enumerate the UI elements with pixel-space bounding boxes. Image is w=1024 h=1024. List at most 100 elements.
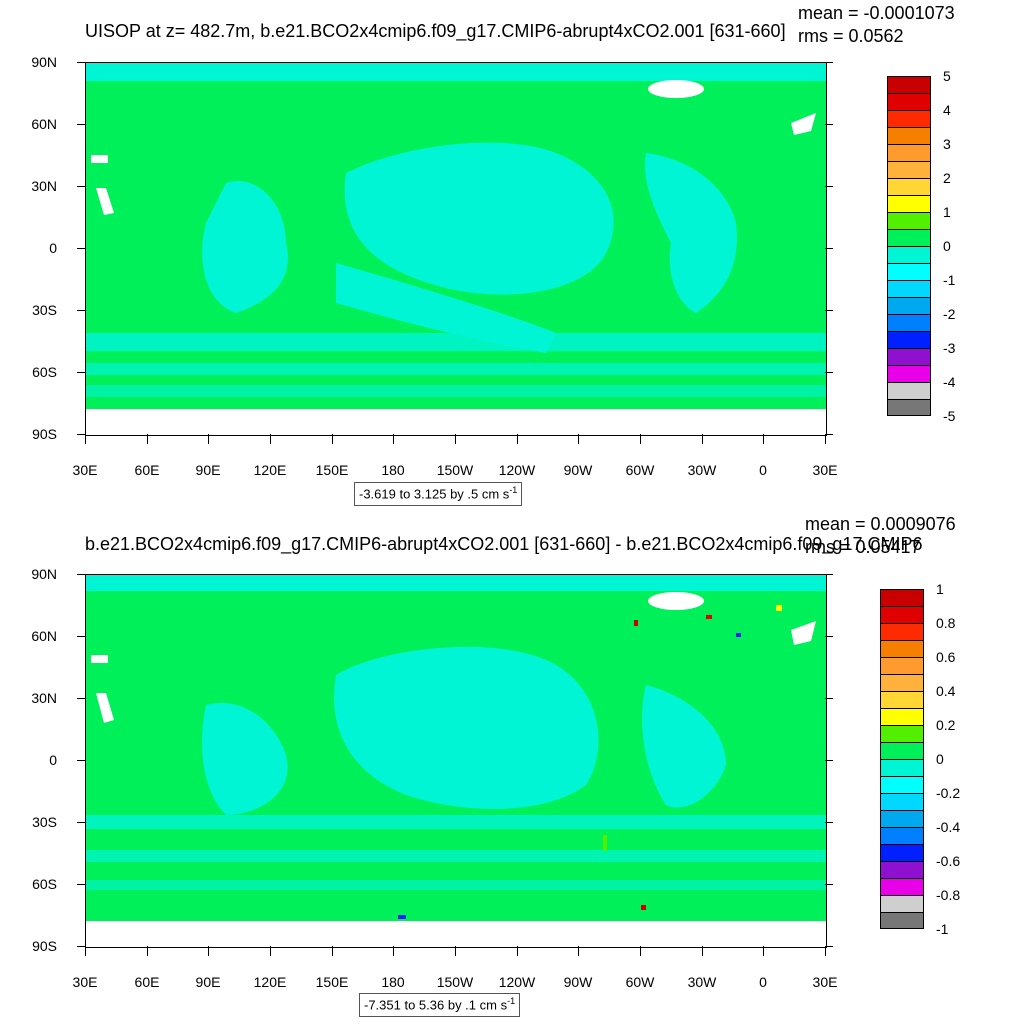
lon-tick [763, 946, 765, 956]
greenland-mask [648, 592, 704, 610]
top-panel: UISOP at z= 482.7m, b.e21.BCO2x4cmip6.f0… [31, 4, 956, 506]
colorbar-segment [880, 674, 924, 691]
colorbar-segment [887, 127, 931, 144]
map-plot [85, 574, 827, 948]
colorbar-segment [880, 895, 924, 912]
lon-label: 180 [381, 974, 405, 990]
colorbar-label: 1 [936, 581, 944, 597]
lat-tick [825, 698, 833, 699]
colorbar-segment [880, 742, 924, 759]
mask-red-sea [96, 188, 114, 215]
lon-tick [578, 434, 580, 444]
lat-label: 30N [31, 178, 57, 194]
lon-tick [331, 434, 333, 444]
colorbar-segment [880, 691, 924, 708]
anomaly-speck [706, 615, 712, 619]
colorbar-label: -3 [943, 340, 956, 356]
ocean-region-pacific [334, 646, 599, 809]
southern-band-2 [86, 850, 826, 862]
lat-label: 90N [31, 566, 57, 582]
lat-label: 90S [32, 426, 57, 442]
lat-tick [77, 636, 85, 637]
colorbar [880, 589, 924, 929]
lon-tick [640, 434, 641, 444]
colorbar-segment [887, 399, 931, 416]
southern-band [86, 333, 826, 351]
colorbar-segment [880, 623, 924, 640]
southern-band-3 [86, 880, 826, 890]
anomaly-speck [776, 605, 782, 611]
lat-label: 30S [32, 814, 57, 830]
contour-range-text: -7.351 to 5.36 by .1 cm s [364, 997, 508, 1013]
lat-tick [825, 822, 833, 823]
lat-tick [77, 310, 85, 311]
lat-tick [825, 248, 833, 249]
lat-tick [825, 760, 833, 761]
anomaly-speck [398, 915, 406, 919]
lon-label: 90E [195, 462, 221, 478]
mask-west [91, 155, 108, 163]
lon-label: 60W [625, 974, 655, 990]
ocean-region-indian [202, 703, 288, 815]
ocean-region-atlantic [645, 153, 737, 313]
colorbar-segment [887, 144, 931, 161]
colorbar-segment [880, 810, 924, 827]
lat-tick [77, 760, 85, 761]
lat-tick [825, 124, 833, 125]
lat-tick [77, 698, 85, 699]
lon-tick [270, 946, 271, 956]
lon-tick [825, 434, 826, 444]
anomaly-speck [641, 905, 646, 910]
map-field [86, 63, 826, 435]
anomaly-speck [634, 620, 638, 626]
lon-label: 0 [759, 974, 767, 990]
plot-title: UISOP at z= 482.7m, b.e21.BCO2x4cmip6.f0… [85, 21, 786, 41]
colorbar-segment [880, 776, 924, 793]
colorbar-segment [880, 759, 924, 776]
lat-label: 60N [31, 116, 57, 132]
lat-tick [77, 822, 85, 823]
colorbar-label: -1 [936, 921, 949, 937]
lat-tick [825, 884, 833, 885]
colorbar-segment [887, 365, 931, 382]
colorbar-segment [887, 297, 931, 314]
rms-stat: rms = 0.0562 [798, 26, 904, 46]
lon-label: 90W [563, 974, 593, 990]
lon-tick [516, 946, 518, 956]
colorbar-segment [887, 348, 931, 365]
lat-tick [77, 434, 85, 435]
colorbar-label: 0.4 [936, 683, 956, 699]
colorbar-segment [887, 195, 931, 212]
lon-label: 30W [687, 974, 717, 990]
colorbar-segment [887, 76, 931, 93]
lon-label: 30W [687, 462, 717, 478]
colorbar-label: -0.8 [936, 887, 961, 903]
colorbar-label: 0.8 [936, 615, 956, 631]
lon-label: 120E [253, 462, 287, 478]
lat-tick [77, 574, 85, 575]
anomaly-speck [736, 633, 741, 637]
colorbar-segment [887, 110, 931, 127]
contour-range-text: -3.619 to 3.125 by .5 cm s [359, 486, 510, 502]
colorbar-segment [887, 263, 931, 280]
lat-tick [825, 186, 833, 187]
mask-hudson [791, 621, 816, 645]
colorbar-label: -0.6 [936, 853, 961, 869]
colorbar-label: 5 [943, 68, 951, 84]
lon-tick [640, 946, 641, 956]
ocean-region-pacific [344, 142, 614, 295]
colorbar-label: 4 [943, 102, 951, 118]
southern-band [86, 815, 826, 829]
colorbar-label: 0 [936, 751, 944, 767]
lat-label: 30N [31, 690, 57, 706]
colorbar-label: 0.6 [936, 649, 956, 665]
ocean-region-indian [202, 181, 288, 313]
lon-tick [331, 946, 333, 956]
colorbar-segment [887, 382, 931, 399]
lon-tick [578, 946, 580, 956]
lon-tick [825, 946, 826, 956]
colorbar-segment [887, 331, 931, 348]
lon-tick [208, 434, 210, 444]
mask-west [91, 655, 108, 663]
colorbar-label: -2 [943, 306, 956, 322]
